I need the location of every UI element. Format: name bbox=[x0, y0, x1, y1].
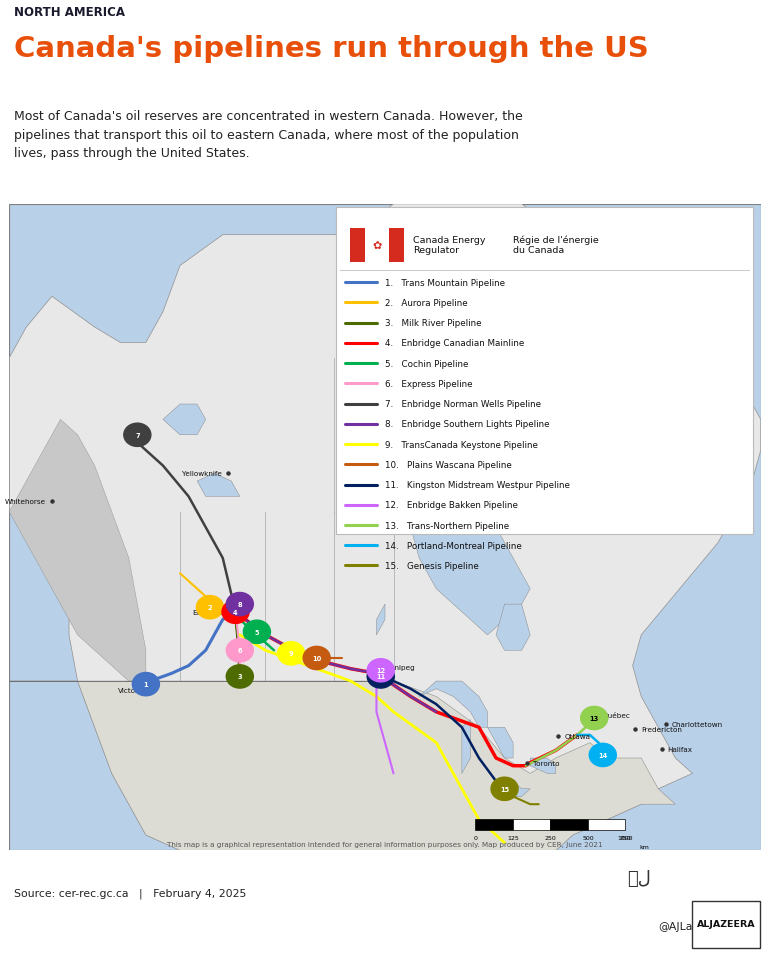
Text: 2.   Aurora Pipeline: 2. Aurora Pipeline bbox=[385, 299, 467, 308]
Text: Charlottetown: Charlottetown bbox=[672, 722, 723, 727]
Text: 4.   Enbridge Canadian Mainline: 4. Enbridge Canadian Mainline bbox=[385, 339, 524, 348]
Text: Edmonton: Edmonton bbox=[192, 609, 229, 615]
Text: Québec: Québec bbox=[603, 712, 631, 719]
Text: 3.   Milk River Pipeline: 3. Milk River Pipeline bbox=[385, 319, 481, 328]
Text: 250: 250 bbox=[544, 835, 556, 840]
Text: 500: 500 bbox=[582, 835, 594, 840]
Circle shape bbox=[277, 642, 305, 665]
Text: Régie de l'énergie
du Canada: Régie de l'énergie du Canada bbox=[513, 235, 598, 256]
Polygon shape bbox=[197, 474, 239, 497]
Bar bbox=[513, 820, 551, 829]
Polygon shape bbox=[496, 604, 531, 651]
Text: Winnipeg: Winnipeg bbox=[382, 664, 415, 671]
Text: 0: 0 bbox=[474, 835, 477, 840]
Text: Yellowknife: Yellowknife bbox=[182, 471, 222, 477]
Circle shape bbox=[226, 665, 253, 688]
Circle shape bbox=[581, 706, 608, 729]
Text: 6.   Express Pipeline: 6. Express Pipeline bbox=[385, 380, 473, 388]
Text: 7.   Enbridge Norman Wells Pipeline: 7. Enbridge Norman Wells Pipeline bbox=[385, 400, 541, 408]
Circle shape bbox=[132, 673, 159, 696]
Text: 𝒜ﻝ: 𝒜ﻝ bbox=[627, 869, 651, 887]
Text: 10.   Plains Wascana Pipeline: 10. Plains Wascana Pipeline bbox=[385, 460, 512, 469]
Text: 15: 15 bbox=[500, 786, 509, 792]
Bar bbox=[365, 230, 389, 262]
Polygon shape bbox=[462, 720, 470, 774]
Text: 4: 4 bbox=[233, 609, 238, 615]
Text: Canada Energy
Regulator: Canada Energy Regulator bbox=[413, 235, 485, 255]
Polygon shape bbox=[377, 604, 385, 635]
Circle shape bbox=[243, 621, 270, 644]
Text: ALJAZEERA: ALJAZEERA bbox=[697, 920, 755, 928]
Text: 1: 1 bbox=[143, 681, 148, 687]
Text: 13.   Trans-Northern Pipeline: 13. Trans-Northern Pipeline bbox=[385, 521, 509, 530]
Text: 15.   Genesis Pipeline: 15. Genesis Pipeline bbox=[385, 561, 479, 571]
Text: 7: 7 bbox=[135, 432, 139, 438]
Text: 125: 125 bbox=[507, 835, 519, 840]
Text: @AJLabs: @AJLabs bbox=[658, 921, 705, 930]
Circle shape bbox=[589, 744, 616, 767]
Text: Whitehorse: Whitehorse bbox=[5, 499, 46, 505]
Polygon shape bbox=[9, 420, 146, 681]
Text: 9: 9 bbox=[289, 651, 293, 656]
Text: 13: 13 bbox=[590, 715, 599, 722]
Text: ✿: ✿ bbox=[372, 241, 381, 251]
Text: km: km bbox=[639, 844, 649, 849]
Text: 750: 750 bbox=[620, 835, 631, 840]
Text: Source: cer-rec.gc.ca   |   February 4, 2025: Source: cer-rec.gc.ca | February 4, 2025 bbox=[14, 887, 246, 898]
Circle shape bbox=[124, 424, 151, 447]
Text: Most of Canada's oil reserves are concentrated in western Canada. However, the
p: Most of Canada's oil reserves are concen… bbox=[14, 111, 523, 160]
Circle shape bbox=[222, 601, 249, 624]
Polygon shape bbox=[531, 758, 556, 774]
Text: 2: 2 bbox=[208, 604, 213, 610]
Polygon shape bbox=[487, 727, 513, 758]
Bar bbox=[551, 820, 588, 829]
Text: 5: 5 bbox=[255, 629, 259, 635]
Text: 8.   Enbridge Southern Lights Pipeline: 8. Enbridge Southern Lights Pipeline bbox=[385, 420, 550, 429]
Text: 11: 11 bbox=[376, 674, 385, 679]
Text: 14: 14 bbox=[598, 752, 608, 758]
Text: 9.   TransCanada Keystone Pipeline: 9. TransCanada Keystone Pipeline bbox=[385, 440, 538, 449]
Text: This map is a graphical representation intended for general information purposes: This map is a graphical representation i… bbox=[167, 841, 603, 848]
Polygon shape bbox=[9, 681, 675, 850]
Circle shape bbox=[367, 659, 394, 682]
Bar bbox=[692, 901, 760, 948]
Circle shape bbox=[226, 639, 253, 662]
Circle shape bbox=[491, 777, 518, 801]
Text: 8: 8 bbox=[237, 602, 242, 607]
Text: 10: 10 bbox=[312, 655, 321, 661]
Polygon shape bbox=[163, 405, 206, 435]
Text: 6: 6 bbox=[237, 648, 242, 653]
Bar bbox=[389, 230, 403, 262]
Text: 12.   Enbridge Bakken Pipeline: 12. Enbridge Bakken Pipeline bbox=[385, 501, 518, 509]
Polygon shape bbox=[9, 205, 761, 850]
Text: Toronto: Toronto bbox=[533, 760, 559, 766]
Text: Victoria: Victoria bbox=[118, 687, 145, 694]
Bar bbox=[588, 820, 625, 829]
Circle shape bbox=[196, 596, 223, 619]
Text: 3: 3 bbox=[237, 674, 242, 679]
Text: Canada's pipelines run through the US: Canada's pipelines run through the US bbox=[14, 36, 648, 63]
Text: 5.   Cochin Pipeline: 5. Cochin Pipeline bbox=[385, 359, 468, 368]
Polygon shape bbox=[419, 681, 487, 727]
Text: Fredericton: Fredericton bbox=[641, 726, 682, 732]
Bar bbox=[475, 820, 513, 829]
Text: 1000: 1000 bbox=[618, 835, 633, 840]
Circle shape bbox=[367, 665, 394, 688]
Bar bbox=[350, 230, 365, 262]
Bar bbox=[336, 208, 753, 534]
Text: Ottawa: Ottawa bbox=[564, 733, 591, 740]
Polygon shape bbox=[402, 451, 531, 635]
Text: 12: 12 bbox=[376, 668, 385, 674]
Polygon shape bbox=[496, 781, 531, 797]
Circle shape bbox=[303, 647, 330, 670]
Text: NORTH AMERICA: NORTH AMERICA bbox=[14, 6, 125, 19]
Text: 14.   Portland-Montreal Pipeline: 14. Portland-Montreal Pipeline bbox=[385, 541, 522, 551]
Text: Halifax: Halifax bbox=[668, 746, 693, 752]
Text: 11.   Kingston Midstream Westpur Pipeline: 11. Kingston Midstream Westpur Pipeline bbox=[385, 480, 570, 489]
Text: 1.   Trans Mountain Pipeline: 1. Trans Mountain Pipeline bbox=[385, 279, 505, 287]
Circle shape bbox=[226, 593, 253, 616]
